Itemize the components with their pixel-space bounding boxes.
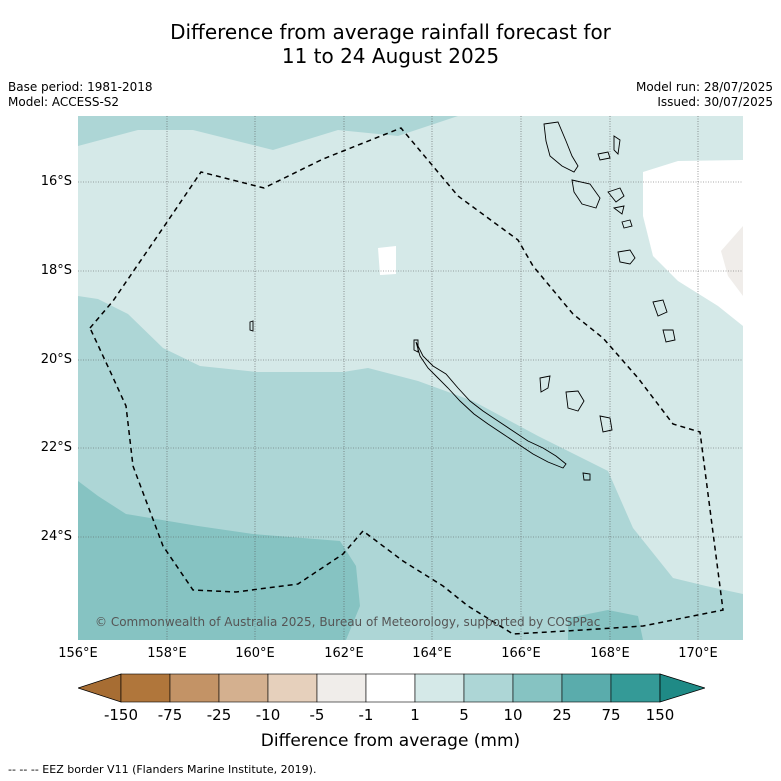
- colorbar-label: -1: [358, 706, 374, 724]
- colorbar-cell: [267, 673, 318, 703]
- zone-10-25mm-se: [568, 610, 643, 640]
- belep-island: [413, 339, 419, 353]
- lon-label-160e: 160°E: [235, 646, 275, 661]
- lon-label-168e: 168°E: [590, 646, 630, 661]
- lon-label-158e: 158°E: [147, 646, 187, 661]
- colorbar-cell: [610, 673, 661, 703]
- title-line-1: Difference from average rainfall forecas…: [170, 20, 611, 44]
- ouvea-island: [539, 375, 551, 393]
- lon-label-170e: 170°E: [678, 646, 718, 661]
- colorbar-label: 75: [601, 706, 621, 724]
- colorbar-label: -5: [309, 706, 325, 724]
- colorbar-cell: [169, 673, 220, 703]
- lon-label-162e: 162°E: [324, 646, 364, 661]
- meta-left: Base period: 1981-2018 Model: ACCESS-S2: [8, 80, 153, 110]
- colorbar-cell: [365, 673, 416, 703]
- lon-label-164e: 164°E: [412, 646, 452, 661]
- maewo-island: [613, 135, 621, 155]
- colorbar-cell: [316, 673, 367, 703]
- lat-label-16s: 16°S: [40, 174, 72, 189]
- issued-date: Issued: 30/07/2025: [657, 95, 773, 109]
- colorbar-label: 1: [410, 706, 420, 724]
- lat-label-18s: 18°S: [40, 263, 72, 278]
- title-line-2: 11 to 24 August 2025: [281, 44, 500, 68]
- lat-label-22s: 22°S: [40, 440, 72, 455]
- zone-dry-east: [721, 226, 743, 296]
- lon-label-166e: 166°E: [501, 646, 541, 661]
- zone-neutral-small: [378, 246, 396, 275]
- colorbar-cell: [218, 673, 269, 703]
- colorbar-label: 150: [645, 706, 675, 724]
- ambae-island: [597, 151, 611, 161]
- meta-right: Model run: 28/07/2025 Issued: 30/07/2025: [636, 80, 773, 110]
- colorbar-title: Difference from average (mm): [260, 731, 521, 751]
- colorbar-label: -150: [103, 706, 139, 724]
- colorbar-cell: [120, 673, 171, 703]
- colorbar: [78, 673, 705, 703]
- colorbar-cells: [120, 673, 661, 703]
- zone-neutral-east: [643, 160, 743, 326]
- matthew-island-group: [652, 299, 668, 317]
- malakula-island: [571, 179, 601, 209]
- copyright-credit: © Commonwealth of Australia 2025, Bureau…: [95, 615, 601, 629]
- colorbar-cell: [512, 673, 563, 703]
- model-name: Model: ACCESS-S2: [8, 95, 120, 109]
- lon-label-156e: 156°E: [58, 646, 98, 661]
- zone-5-10mm-top: [78, 116, 458, 150]
- mare-island: [599, 415, 613, 433]
- zone-10-25mm: [78, 481, 360, 640]
- colorbar-label: -10: [255, 706, 281, 724]
- colorbar-low-arrow: [78, 673, 122, 703]
- eez-border: [89, 127, 724, 635]
- colorbar-label: -75: [157, 706, 183, 724]
- gridlines: [78, 116, 743, 640]
- colorbar-label: 5: [459, 706, 469, 724]
- base-period: Base period: 1981-2018: [8, 80, 153, 94]
- colorbar-high-arrow: [659, 673, 705, 703]
- rainfall-map: [78, 116, 743, 640]
- efate-island: [621, 219, 633, 229]
- eez-legend-footer: -- -- -- EEZ border V11 (Flanders Marine…: [8, 763, 317, 776]
- colorbar-cell: [414, 673, 465, 703]
- colorbar-label: 10: [503, 706, 523, 724]
- colorbar-cell: [561, 673, 612, 703]
- map-title: Difference from average rainfall forecas…: [0, 20, 781, 68]
- lat-label-24s: 24°S: [40, 529, 72, 544]
- coastlines: [249, 121, 676, 481]
- lifou-island: [565, 390, 585, 412]
- ambrym-island: [607, 187, 625, 203]
- epi-island: [612, 205, 625, 215]
- new-caledonia-island: [415, 341, 567, 469]
- reef-island: [249, 320, 254, 332]
- model-run: Model run: 28/07/2025: [635, 80, 773, 94]
- isle-of-pines: [582, 472, 591, 481]
- lat-label-20s: 20°S: [40, 352, 72, 367]
- colorbar-cell: [463, 673, 514, 703]
- espiritu-santo-island: [543, 121, 579, 173]
- tanna-erromango-island: [617, 249, 636, 265]
- hunter-island: [662, 329, 676, 343]
- colorbar-label: 25: [552, 706, 572, 724]
- colorbar-label: -25: [206, 706, 232, 724]
